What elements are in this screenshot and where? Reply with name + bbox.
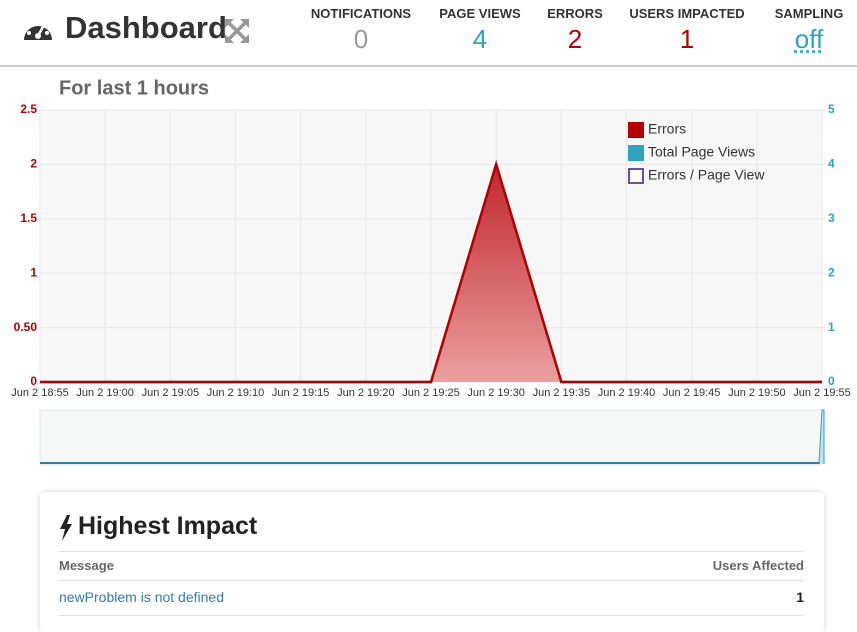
x-tick-label: Jun 2 19:40 xyxy=(598,387,656,399)
stat-value: 2 xyxy=(567,24,583,54)
chart-title: For last 1 hours xyxy=(59,77,209,99)
y2-tick-label: 5 xyxy=(828,102,835,116)
x-tick-label: Jun 2 19:00 xyxy=(76,387,134,399)
y2-tick-label: 0 xyxy=(828,374,835,388)
dashboard-icon xyxy=(24,23,52,40)
legend-swatch xyxy=(628,145,644,161)
stat: PAGE VIEWS 4 xyxy=(415,6,545,55)
y-tick-label: 2 xyxy=(30,157,37,171)
stat-label: SAMPLING xyxy=(774,6,844,21)
x-tick-label: Jun 2 19:25 xyxy=(402,387,460,399)
stat-label: NOTIFICATIONS xyxy=(310,6,412,21)
x-tick-label: Jun 2 19:30 xyxy=(467,387,525,399)
stat: USERS IMPACTED 1 xyxy=(622,6,752,55)
message-link[interactable]: newProblem is not defined xyxy=(59,589,224,605)
column-header: Users Affected xyxy=(712,558,804,573)
y-tick-label: 0 xyxy=(30,374,37,388)
stat: SAMPLING off xyxy=(744,6,857,55)
stat-label: PAGE VIEWS xyxy=(439,6,521,21)
stat-value: 0 xyxy=(353,24,369,54)
legend-swatch xyxy=(628,168,644,184)
navigator-spike xyxy=(818,409,825,464)
line xyxy=(40,160,822,384)
x-tick-label: Jun 2 19:20 xyxy=(337,387,395,399)
legend-swatch xyxy=(628,122,644,138)
x-tick-label: Jun 2 19:50 xyxy=(728,387,786,399)
x-tick-label: Jun 2 19:45 xyxy=(663,387,721,399)
legend-label: Total Page Views xyxy=(648,144,755,160)
stat: NOTIFICATIONS 0 xyxy=(296,6,426,55)
legend-label: Errors / Page View xyxy=(648,167,765,183)
impact-card: Highest Impact Message Users Affected ne… xyxy=(40,492,824,632)
sampling-toggle[interactable]: off xyxy=(794,24,824,54)
legend-label: Errors xyxy=(648,121,686,137)
column-header: Message xyxy=(59,558,114,573)
plot-layer: 0 0.50 1 1.5 2 2.5 0 1 2 3 4 5 Jun 2 18:55 Jun 2 19:0… xyxy=(11,102,851,399)
stat-label: ERRORS xyxy=(547,6,603,21)
y-tick-label: 1 xyxy=(30,265,37,279)
rule xyxy=(59,580,804,581)
users-affected: 1 xyxy=(796,589,804,605)
rule xyxy=(59,551,804,552)
header: Dashboard NOTIFICATIONS 0 PAGE VIEWS 4 ERR… xyxy=(0,0,857,67)
x-tick-label: Jun 2 19:05 xyxy=(142,387,200,399)
page-title: Dashboard xyxy=(65,10,227,45)
y2-tick-label: 1 xyxy=(828,320,835,334)
card-title: Highest Impact xyxy=(78,512,258,540)
stat-value: 4 xyxy=(472,24,488,54)
y2-tick-label: 2 xyxy=(828,265,835,279)
y2-tick-label: 4 xyxy=(828,157,835,171)
stat-value: 1 xyxy=(679,24,695,54)
stat-label: USERS IMPACTED xyxy=(629,6,745,21)
y2-tick-label: 3 xyxy=(828,211,835,225)
x-tick-label: Jun 2 18:55 xyxy=(11,387,69,399)
navigator[interactable] xyxy=(39,409,823,466)
bolt-icon xyxy=(60,515,72,541)
x-tick-label: Jun 2 19:55 xyxy=(793,387,851,399)
stat: ERRORS 2 xyxy=(510,6,640,55)
rule xyxy=(59,615,804,616)
chart: For last 1 hours 0 0.50 1 1.5 2 2.5 0 1 2 3 4 5 Jun … xyxy=(11,77,851,466)
x-tick-label: Jun 2 19:15 xyxy=(272,387,330,399)
expand-icon[interactable] xyxy=(225,19,249,43)
x-tick-label: Jun 2 19:10 xyxy=(207,387,265,399)
y-tick-label: 2.5 xyxy=(20,102,37,116)
y-tick-label: 1.5 xyxy=(20,211,37,225)
y-tick-label: 0.50 xyxy=(14,320,38,334)
x-tick-label: Jun 2 19:35 xyxy=(533,387,591,399)
